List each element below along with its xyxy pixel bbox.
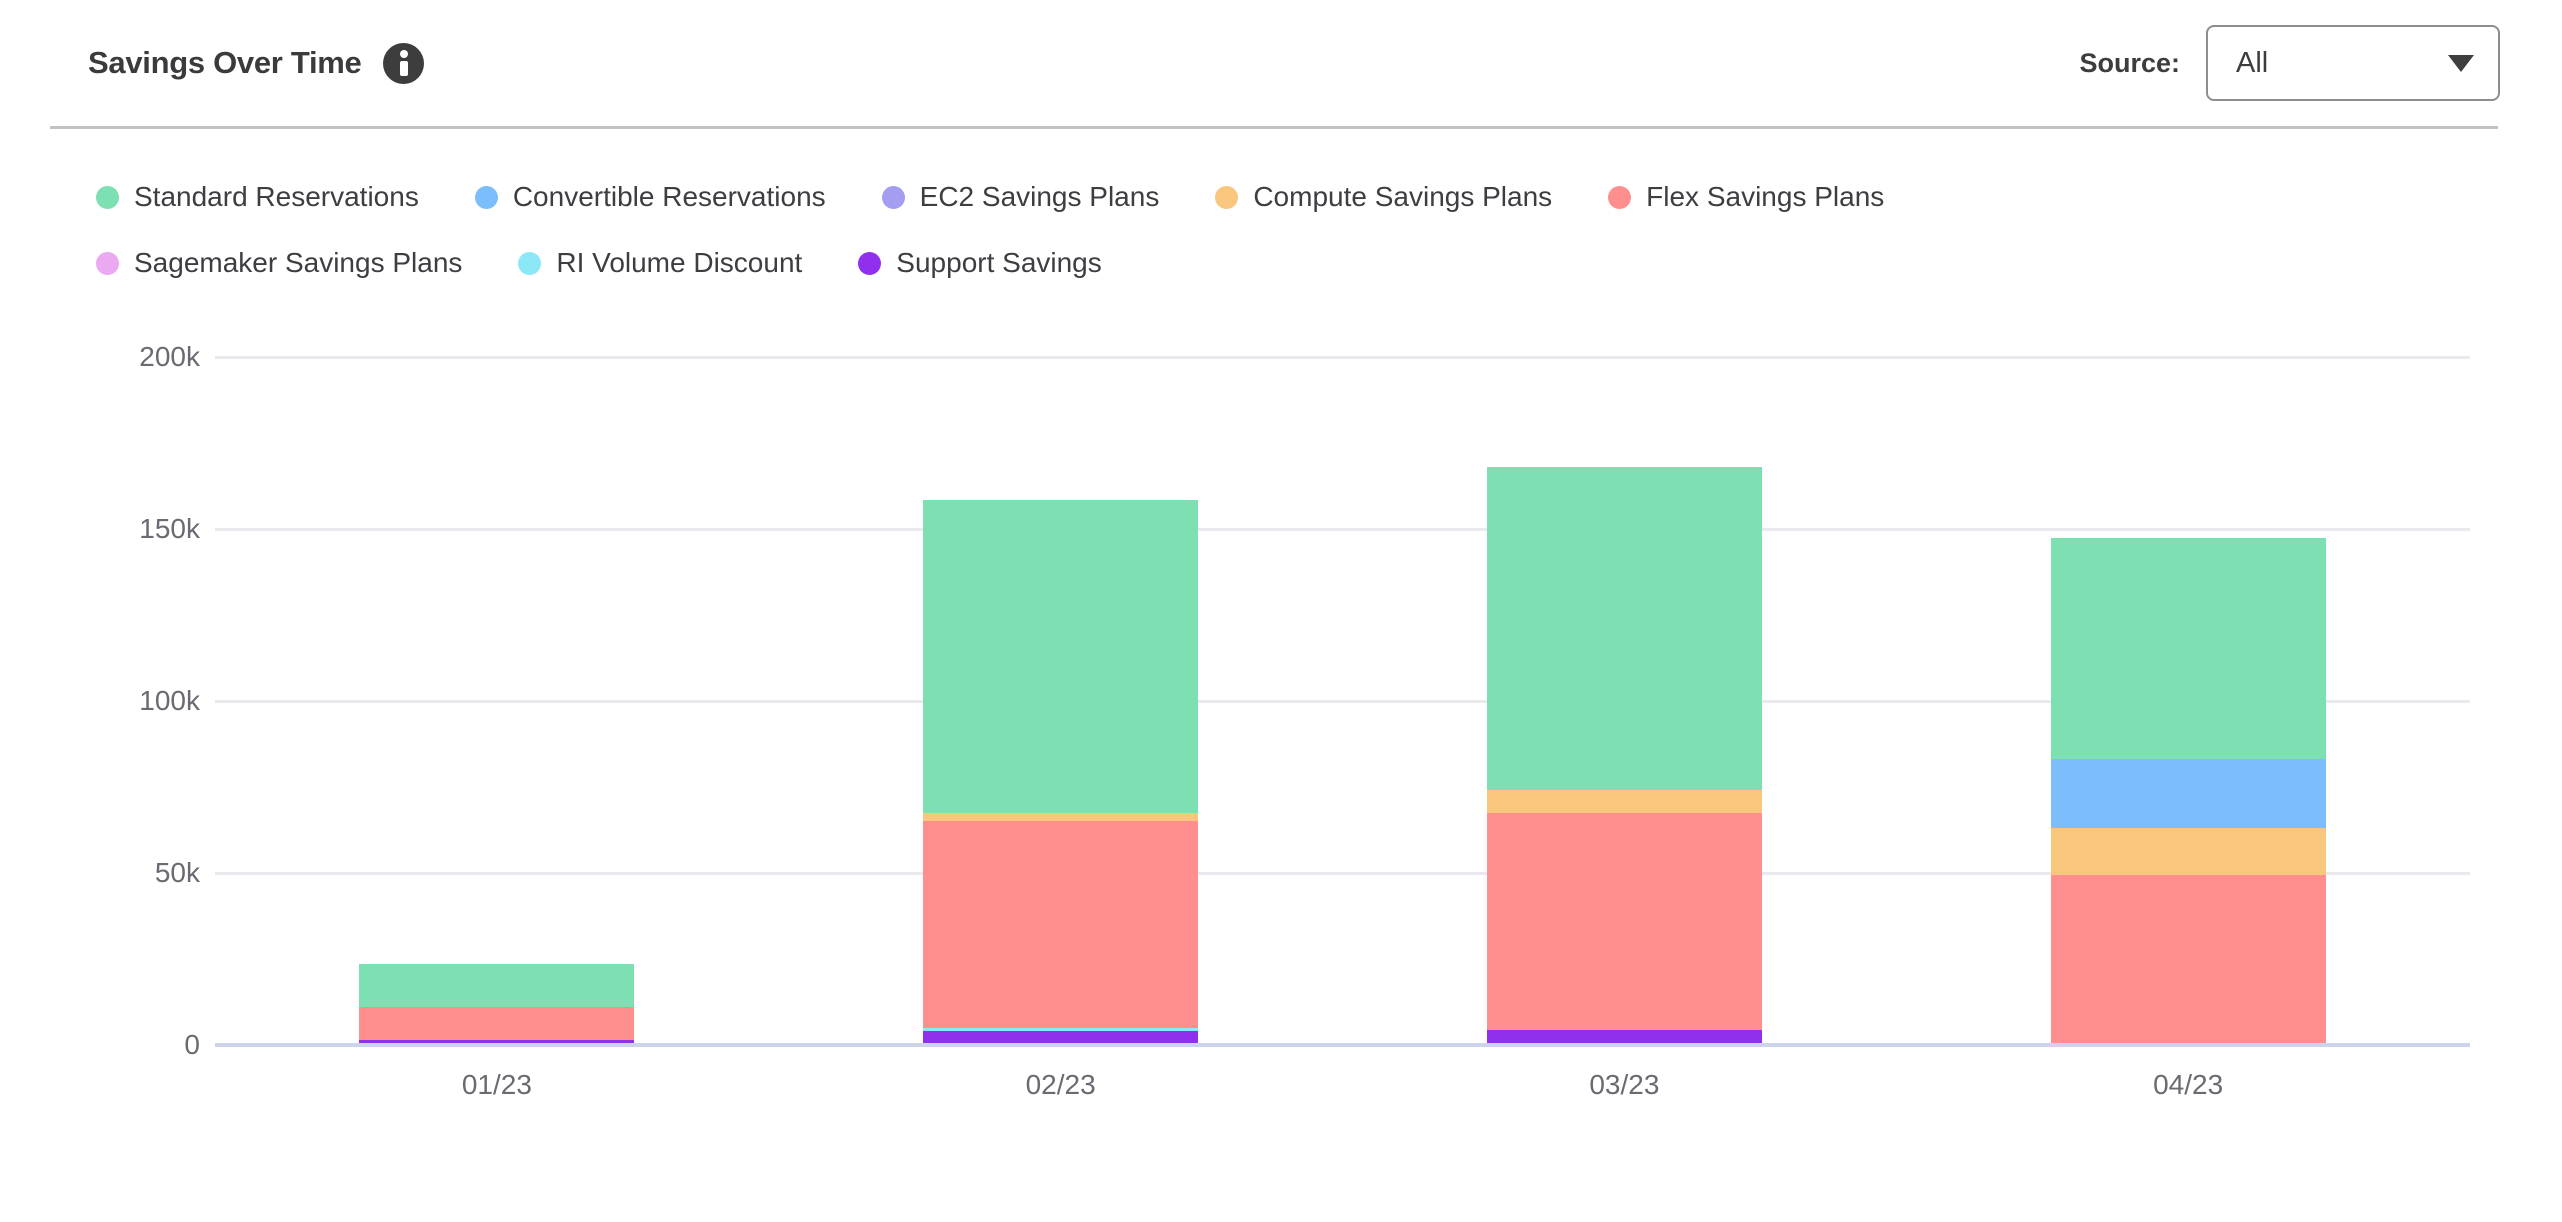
legend-item[interactable]: Compute Savings Plans <box>1215 181 1552 213</box>
legend-label: RI Volume Discount <box>556 247 803 278</box>
page-title: Savings Over Time <box>88 45 362 80</box>
chart-legend: Standard Reservations Convertible Reserva… <box>0 129 2562 279</box>
y-axis-tick-label: 200k <box>139 341 200 372</box>
legend-dot <box>858 251 882 275</box>
bar-segment[interactable] <box>923 499 1199 813</box>
bar-segment[interactable] <box>1486 467 1762 791</box>
legend-dot <box>1608 185 1632 209</box>
legend-dot <box>96 251 119 275</box>
x-axis-tick-label: 03/23 <box>1589 1069 1660 1100</box>
source-select[interactable]: All <box>2206 25 2500 101</box>
y-axis-tick-label: 100k <box>139 685 200 716</box>
bar-segment[interactable] <box>923 1031 1199 1045</box>
legend-dot <box>518 251 542 275</box>
bar-segment[interactable] <box>359 964 635 1008</box>
source-label: Source: <box>2079 47 2180 78</box>
legend-label: EC2 Savings Plans <box>919 181 1160 212</box>
bar-segment[interactable] <box>359 1007 635 1040</box>
bar-segment[interactable] <box>359 1039 635 1045</box>
bar-segment[interactable] <box>1486 1029 1762 1045</box>
bar-segment[interactable] <box>2050 874 2326 1045</box>
chevron-down-icon <box>2448 54 2474 72</box>
legend-dot <box>1215 185 1239 209</box>
legend-dot <box>474 185 498 209</box>
title-wrap: Savings Over Time <box>88 42 425 84</box>
x-axis-tick-label: 01/23 <box>461 1069 532 1100</box>
legend-item[interactable]: Flex Savings Plans <box>1608 181 1884 213</box>
legend-label: Flex Savings Plans <box>1646 181 1885 212</box>
legend-item[interactable]: Sagemaker Savings Plans <box>96 247 462 279</box>
legend-item[interactable]: RI Volume Discount <box>518 247 802 279</box>
legend-item[interactable]: Support Savings <box>858 247 1102 279</box>
header-divider <box>50 126 2498 129</box>
gridline <box>215 872 2470 875</box>
bar-segment[interactable] <box>923 1027 1199 1032</box>
bar-segment[interactable] <box>2050 537 2326 760</box>
legend-label: Standard Reservations <box>134 181 419 212</box>
legend-dot <box>881 185 905 209</box>
legend-dot <box>96 185 119 209</box>
gridline <box>215 356 2470 359</box>
bar-segment[interactable] <box>2050 759 2326 829</box>
bar-segment[interactable] <box>923 821 1199 1028</box>
legend-label: Support Savings <box>896 247 1102 278</box>
panel-header: Savings Over Time Source: All <box>0 0 2562 126</box>
legend-item[interactable]: Standard Reservations <box>96 181 419 213</box>
y-axis-tick-label: 50k <box>154 857 200 888</box>
legend-label: Convertible Reservations <box>512 181 826 212</box>
x-axis-line <box>215 1043 2470 1047</box>
x-axis-tick-label: 04/23 <box>2153 1069 2224 1100</box>
bar-segment[interactable] <box>1486 790 1762 813</box>
gridline <box>215 528 2470 531</box>
source-filter: Source: All <box>2079 25 2500 101</box>
source-selected-value: All <box>2236 46 2269 79</box>
legend-label: Compute Savings Plans <box>1253 181 1553 212</box>
y-axis-tick-label: 0 <box>184 1029 200 1060</box>
bar-segment[interactable] <box>2050 828 2326 875</box>
info-icon[interactable] <box>383 42 425 84</box>
gridline <box>215 700 2470 703</box>
legend-item[interactable]: Convertible Reservations <box>474 181 826 213</box>
x-axis-tick-label: 02/23 <box>1025 1069 1096 1100</box>
bar-segment[interactable] <box>923 812 1199 822</box>
y-axis-tick-label: 150k <box>139 513 200 544</box>
legend-label: Sagemaker Savings Plans <box>134 247 463 278</box>
bar-segment[interactable] <box>1486 812 1762 1030</box>
legend-item[interactable]: EC2 Savings Plans <box>881 181 1160 213</box>
